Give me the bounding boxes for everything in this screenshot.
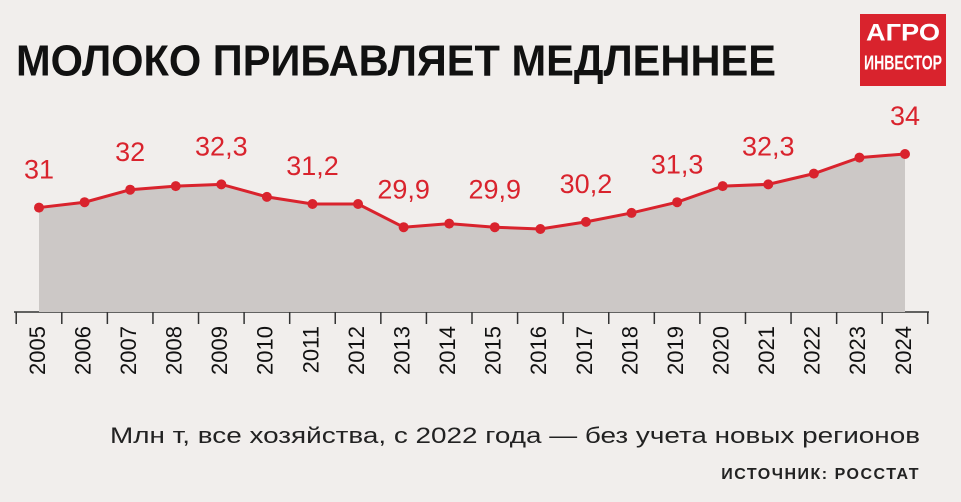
x-tick-label: 2005 xyxy=(25,326,50,375)
value-label: 30,2 xyxy=(560,169,613,199)
marker xyxy=(672,197,683,208)
x-tick-label: 2014 xyxy=(435,326,460,375)
marker xyxy=(79,197,90,208)
x-tick-label: 2018 xyxy=(617,326,642,375)
marker xyxy=(444,218,455,229)
line xyxy=(38,152,906,231)
marker xyxy=(535,224,546,234)
x-tick-label: 2019 xyxy=(663,326,688,375)
marker xyxy=(854,152,865,163)
value-label: 31,2 xyxy=(286,151,339,181)
marker xyxy=(489,222,500,233)
marker xyxy=(808,168,819,179)
marker xyxy=(170,181,181,192)
logo: АГРО ИНВЕСТОР xyxy=(860,14,946,86)
chart-title: МОЛОКО ПРИБАВЛЯЕТ МЕДЛЕННЕЕ xyxy=(16,37,776,86)
value-label: 32,3 xyxy=(195,131,248,161)
marker xyxy=(216,179,227,190)
x-tick-label: 2023 xyxy=(845,326,870,375)
marker xyxy=(763,179,774,190)
marker xyxy=(398,222,409,233)
x-tick-label: 2017 xyxy=(572,326,597,375)
x-tick-label: 2009 xyxy=(207,326,232,375)
value-label: 32 xyxy=(115,137,145,167)
marker xyxy=(626,207,637,218)
marker xyxy=(580,216,591,227)
marker xyxy=(125,184,136,195)
subtitle: Млн т, все хозяйства, с 2022 года — без … xyxy=(110,423,920,448)
x-tick-label: 2007 xyxy=(116,326,141,375)
x-tick-label: 2020 xyxy=(708,326,733,375)
x-tick-label: 2011 xyxy=(298,326,323,373)
logo-box xyxy=(860,14,946,86)
x-tick-label: 2006 xyxy=(70,326,95,375)
value-label: 29,9 xyxy=(377,174,430,204)
logo-text: ИНВЕСТОР xyxy=(864,52,942,74)
x-tick-label: 2013 xyxy=(389,326,414,375)
x-tick-label: 2015 xyxy=(481,326,506,375)
x-tick-label: 2012 xyxy=(344,326,369,375)
value-label: 32,3 xyxy=(742,131,795,161)
marker xyxy=(34,202,44,213)
marker xyxy=(717,181,728,192)
value-label: 31 xyxy=(24,155,54,185)
marker xyxy=(353,199,364,209)
x-tick-label: 2021 xyxy=(754,326,779,375)
x-tick-label: 2008 xyxy=(162,326,187,375)
value-label: 31,3 xyxy=(651,149,704,179)
x-tick-label: 2024 xyxy=(891,326,916,375)
area xyxy=(39,154,905,312)
marker xyxy=(261,191,272,202)
value-label: 29,9 xyxy=(469,174,522,204)
x-tick-label: 2016 xyxy=(526,326,551,375)
marker xyxy=(900,149,910,159)
marker xyxy=(307,199,318,209)
source: ИСТОЧНИК: РОССТАТ xyxy=(721,466,920,483)
x-tick-label: 2022 xyxy=(800,326,825,375)
logo-text: АГРО xyxy=(866,19,940,46)
x-tick-label: 2010 xyxy=(253,326,278,375)
value-label: 34 xyxy=(890,101,920,131)
